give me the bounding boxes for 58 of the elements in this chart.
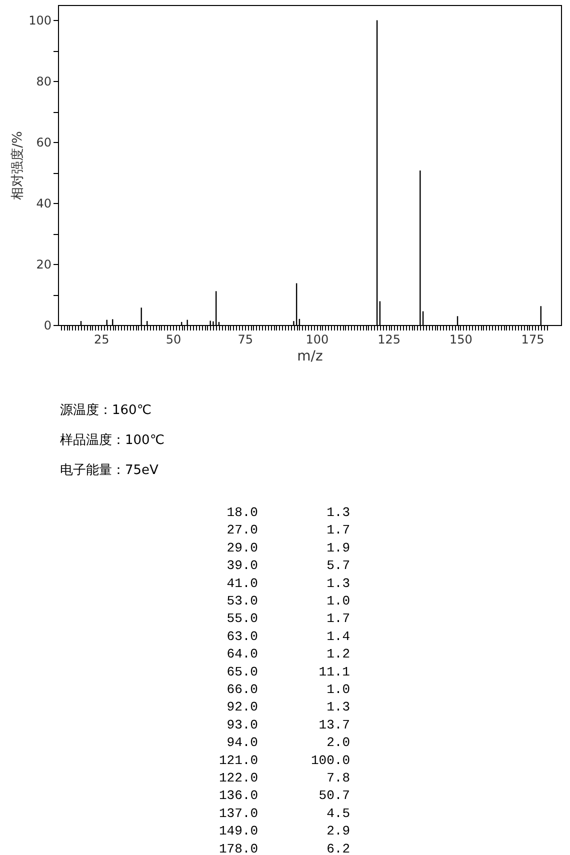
text: 5.7 [326, 558, 350, 574]
text: 7.8 [326, 770, 350, 786]
y-tick-label: 0 [44, 318, 52, 332]
text: 1.0 [326, 682, 350, 697]
text: 11.1 [318, 664, 350, 680]
text: 122.0 [218, 770, 258, 786]
text: 63.0 [226, 628, 258, 644]
text: 18.0 [226, 505, 258, 520]
x-tick-label: 150 [449, 332, 472, 346]
text: 1.4 [326, 628, 350, 644]
text: 50.7 [318, 788, 350, 804]
x-axis-title: m/z [297, 348, 323, 364]
text: 64.0 [226, 646, 258, 662]
text: 92.0 [226, 700, 258, 715]
text: 1.9 [326, 540, 350, 556]
text: 1.3 [326, 576, 350, 591]
x-tick-label: 25 [94, 332, 110, 346]
text: 93.0 [226, 717, 258, 732]
y-tick-label: 20 [36, 258, 52, 272]
y-tick-label: 40 [36, 196, 52, 211]
text: 源温度：160℃ [60, 402, 152, 418]
x-tick-label: 75 [238, 332, 253, 346]
y-tick-label: 100 [28, 14, 52, 28]
text: 6.2 [326, 841, 350, 855]
text: 66.0 [226, 682, 258, 697]
text: 39.0 [226, 558, 258, 574]
text: 100.0 [310, 752, 350, 768]
text: 13.7 [318, 717, 350, 732]
text: 1.7 [326, 522, 350, 538]
text: 41.0 [226, 576, 258, 591]
text: 55.0 [226, 611, 258, 626]
text: 178.0 [218, 841, 258, 855]
text: 样品温度：100℃ [60, 432, 164, 448]
x-tick-label: 100 [306, 332, 329, 346]
text: 27.0 [226, 522, 258, 538]
text: 2.9 [326, 824, 350, 839]
text: 65.0 [226, 664, 258, 680]
y-tick-label: 80 [36, 74, 52, 89]
text: 29.0 [226, 540, 258, 556]
text: 136.0 [218, 788, 258, 804]
x-tick-label: 175 [521, 332, 544, 346]
text: 1.2 [326, 646, 350, 662]
y-tick-label: 60 [36, 136, 52, 150]
text: 2.0 [326, 735, 350, 750]
x-tick-label: 125 [378, 332, 400, 346]
x-tick-label: 50 [166, 332, 182, 346]
text: 53.0 [226, 594, 258, 608]
text: 4.5 [326, 806, 350, 821]
text: 1.3 [326, 700, 350, 715]
text: 1.0 [326, 594, 350, 608]
text: 1.7 [326, 611, 350, 626]
text: 121.0 [218, 752, 258, 768]
text: 137.0 [218, 806, 258, 821]
text: 电子能量：75eV [60, 463, 159, 478]
text: 149.0 [218, 824, 258, 839]
y-axis-title: 相对强度/% [10, 131, 26, 200]
text: 94.0 [226, 735, 258, 750]
text: 1.3 [326, 505, 350, 520]
